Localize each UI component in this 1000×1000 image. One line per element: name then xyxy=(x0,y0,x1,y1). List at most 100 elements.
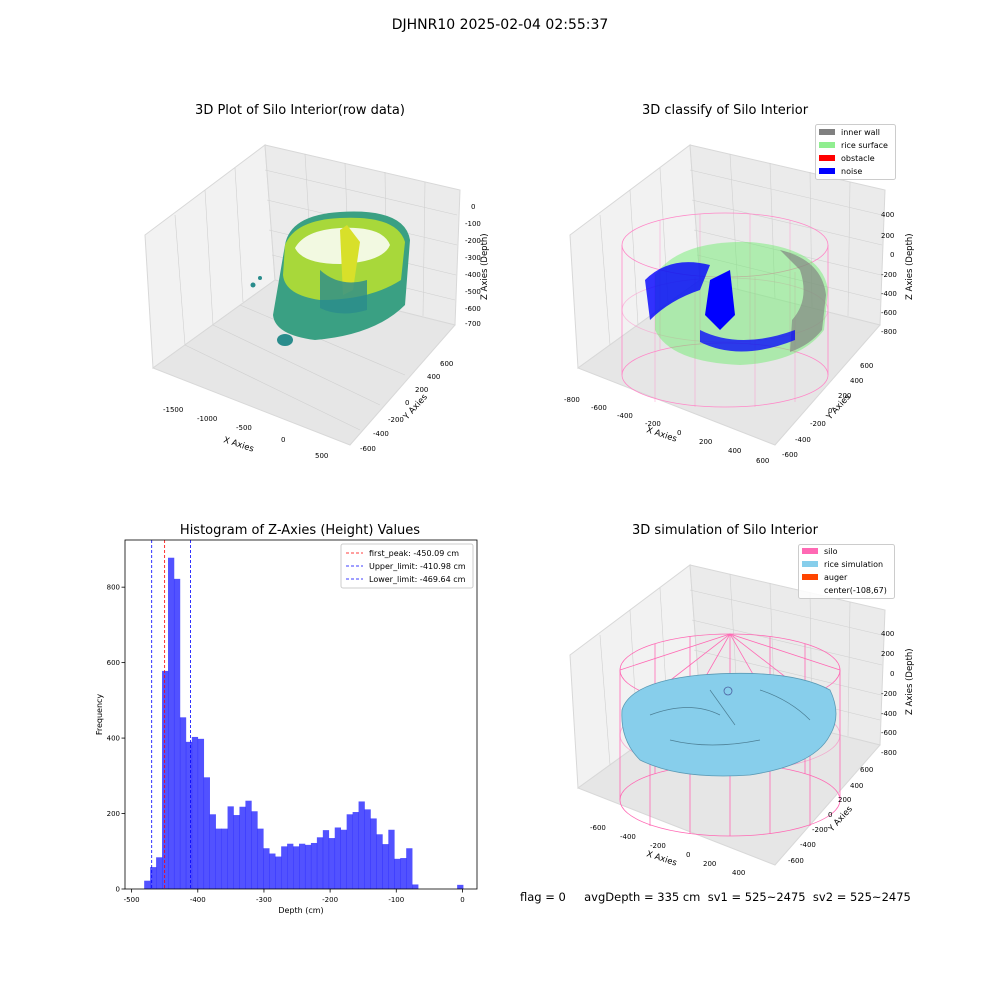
svg-text:600: 600 xyxy=(860,362,873,370)
y-tick-label-2: 400 xyxy=(107,735,120,743)
histogram-bar-30 xyxy=(322,830,330,889)
histogram-bar-20 xyxy=(263,848,270,889)
raw-x-label: X Axies xyxy=(222,435,255,454)
svg-text:-200: -200 xyxy=(388,416,404,424)
histogram-bar-28 xyxy=(310,842,318,889)
histogram-bar-1 xyxy=(150,867,157,889)
histogram-bar-41 xyxy=(388,829,395,889)
histogram-bar-16 xyxy=(239,806,246,889)
histogram-bar-13 xyxy=(221,828,228,889)
raw-3d-plot: -1500 -1000 -500 0 500 -600 -400 -200 0 … xyxy=(144,144,490,460)
svg-text:-400: -400 xyxy=(373,430,389,438)
histogram-bar-23 xyxy=(281,846,288,889)
histogram-bar-7 xyxy=(185,741,193,889)
svg-text:-300: -300 xyxy=(465,254,481,262)
svg-text:-400: -400 xyxy=(881,290,897,298)
svg-text:600: 600 xyxy=(756,457,769,465)
svg-text:400: 400 xyxy=(427,373,440,381)
x-tick-label-3: -200 xyxy=(322,896,338,904)
legend-label-upper-limit-line: Upper_limit: -410.98 cm xyxy=(369,562,466,571)
legend-swatch-rice-simulation xyxy=(802,561,818,567)
simulation-x-label: X Axies xyxy=(645,849,678,868)
svg-text:200: 200 xyxy=(699,438,712,446)
svg-text:200: 200 xyxy=(838,796,851,804)
svg-text:-400: -400 xyxy=(620,833,636,841)
classify-3d-plot: -800 -600 -400 -200 0 200 400 600 -600 -… xyxy=(564,144,915,465)
histogram-bar-42 xyxy=(394,858,401,889)
svg-text:400: 400 xyxy=(850,782,863,790)
legend-label-center: center(-108,67) xyxy=(824,586,887,595)
histogram-bar-5 xyxy=(173,578,181,889)
legend-label-noise: noise xyxy=(841,167,862,176)
histogram-bar-9 xyxy=(197,738,205,889)
histogram-bar-38 xyxy=(370,818,377,889)
histogram-legend xyxy=(340,543,474,589)
legend-label-first-peak-line: first_peak: -450.09 cm xyxy=(369,549,459,558)
x-tick-label-4: -100 xyxy=(388,896,404,904)
legend-swatch-noise xyxy=(819,168,835,174)
svg-text:-200: -200 xyxy=(881,271,897,279)
svg-text:500: 500 xyxy=(315,452,328,460)
histogram-bar-3 xyxy=(162,670,169,889)
classify-z-label: Z Axies (Depth) xyxy=(905,233,915,300)
svg-text:-800: -800 xyxy=(881,749,897,757)
y-tick-label-3: 600 xyxy=(107,659,120,667)
svg-text:0: 0 xyxy=(686,851,690,859)
svg-text:-200: -200 xyxy=(465,237,481,245)
histogram-y-label: Frequency xyxy=(95,694,104,736)
histogram-bar-10 xyxy=(203,777,210,889)
histogram-bar-4 xyxy=(168,557,175,889)
status-footer: flag = 0 avgDepth = 335 cm sv1 = 525~247… xyxy=(520,890,911,904)
svg-text:200: 200 xyxy=(881,650,894,658)
histogram-bar-21 xyxy=(269,853,276,889)
y-tick-label-0: 0 xyxy=(116,886,120,894)
y-tick-label-4: 800 xyxy=(107,584,120,592)
legend-label-inner-wall: inner wall xyxy=(841,128,880,137)
svg-text:-400: -400 xyxy=(465,271,481,279)
histogram-bar-12 xyxy=(215,828,222,889)
histogram-bar-33 xyxy=(340,829,347,889)
x-tick-label-1: -400 xyxy=(190,896,206,904)
svg-text:-800: -800 xyxy=(564,396,580,404)
legend-label-auger: auger xyxy=(824,573,848,582)
classify-panel-title: 3D classify of Silo Interior xyxy=(641,103,809,118)
svg-text:-600: -600 xyxy=(788,857,804,865)
histogram-bar-18 xyxy=(251,811,258,889)
svg-text:600: 600 xyxy=(440,360,453,368)
svg-text:400: 400 xyxy=(881,630,894,638)
svg-text:200: 200 xyxy=(881,232,894,240)
svg-text:-100: -100 xyxy=(465,220,481,228)
svg-text:0: 0 xyxy=(677,429,681,437)
histogram-bar-26 xyxy=(299,843,306,889)
svg-text:-400: -400 xyxy=(617,412,633,420)
svg-text:-1500: -1500 xyxy=(163,406,183,414)
svg-text:-500: -500 xyxy=(236,424,252,432)
svg-text:-1000: -1000 xyxy=(197,415,217,423)
histogram-bar-35 xyxy=(352,812,359,889)
histogram-bar-43 xyxy=(400,858,407,889)
svg-text:-400: -400 xyxy=(800,841,816,849)
raw-y-label: Y Axies xyxy=(401,392,430,423)
classify-legend: inner wall rice surface obstacle noise xyxy=(815,124,896,180)
svg-text:-600: -600 xyxy=(782,451,798,459)
simulation-3d-plot: -600 -400 -200 0 200 400 -600 -400 -200 … xyxy=(569,564,915,877)
histogram-bar-31 xyxy=(328,838,336,889)
simulation-y-label: Y Axies xyxy=(826,804,855,835)
svg-text:0: 0 xyxy=(828,811,832,819)
svg-text:-800: -800 xyxy=(881,328,897,336)
svg-text:-700: -700 xyxy=(465,320,481,328)
classify-x-label: X Axies xyxy=(645,425,678,444)
histogram-bar-15 xyxy=(233,815,240,889)
svg-text:-500: -500 xyxy=(465,288,481,296)
histogram-bar-46 xyxy=(457,884,464,889)
svg-text:600: 600 xyxy=(860,766,873,774)
legend-label-silo: silo xyxy=(824,547,838,556)
histogram-bar-40 xyxy=(382,844,389,889)
histogram-bar-25 xyxy=(293,846,300,889)
svg-text:-600: -600 xyxy=(881,309,897,317)
histogram-bar-14 xyxy=(227,806,234,889)
svg-text:0: 0 xyxy=(405,399,409,407)
svg-text:-600: -600 xyxy=(881,729,897,737)
histogram-bar-45 xyxy=(412,884,419,889)
svg-text:200: 200 xyxy=(838,392,851,400)
